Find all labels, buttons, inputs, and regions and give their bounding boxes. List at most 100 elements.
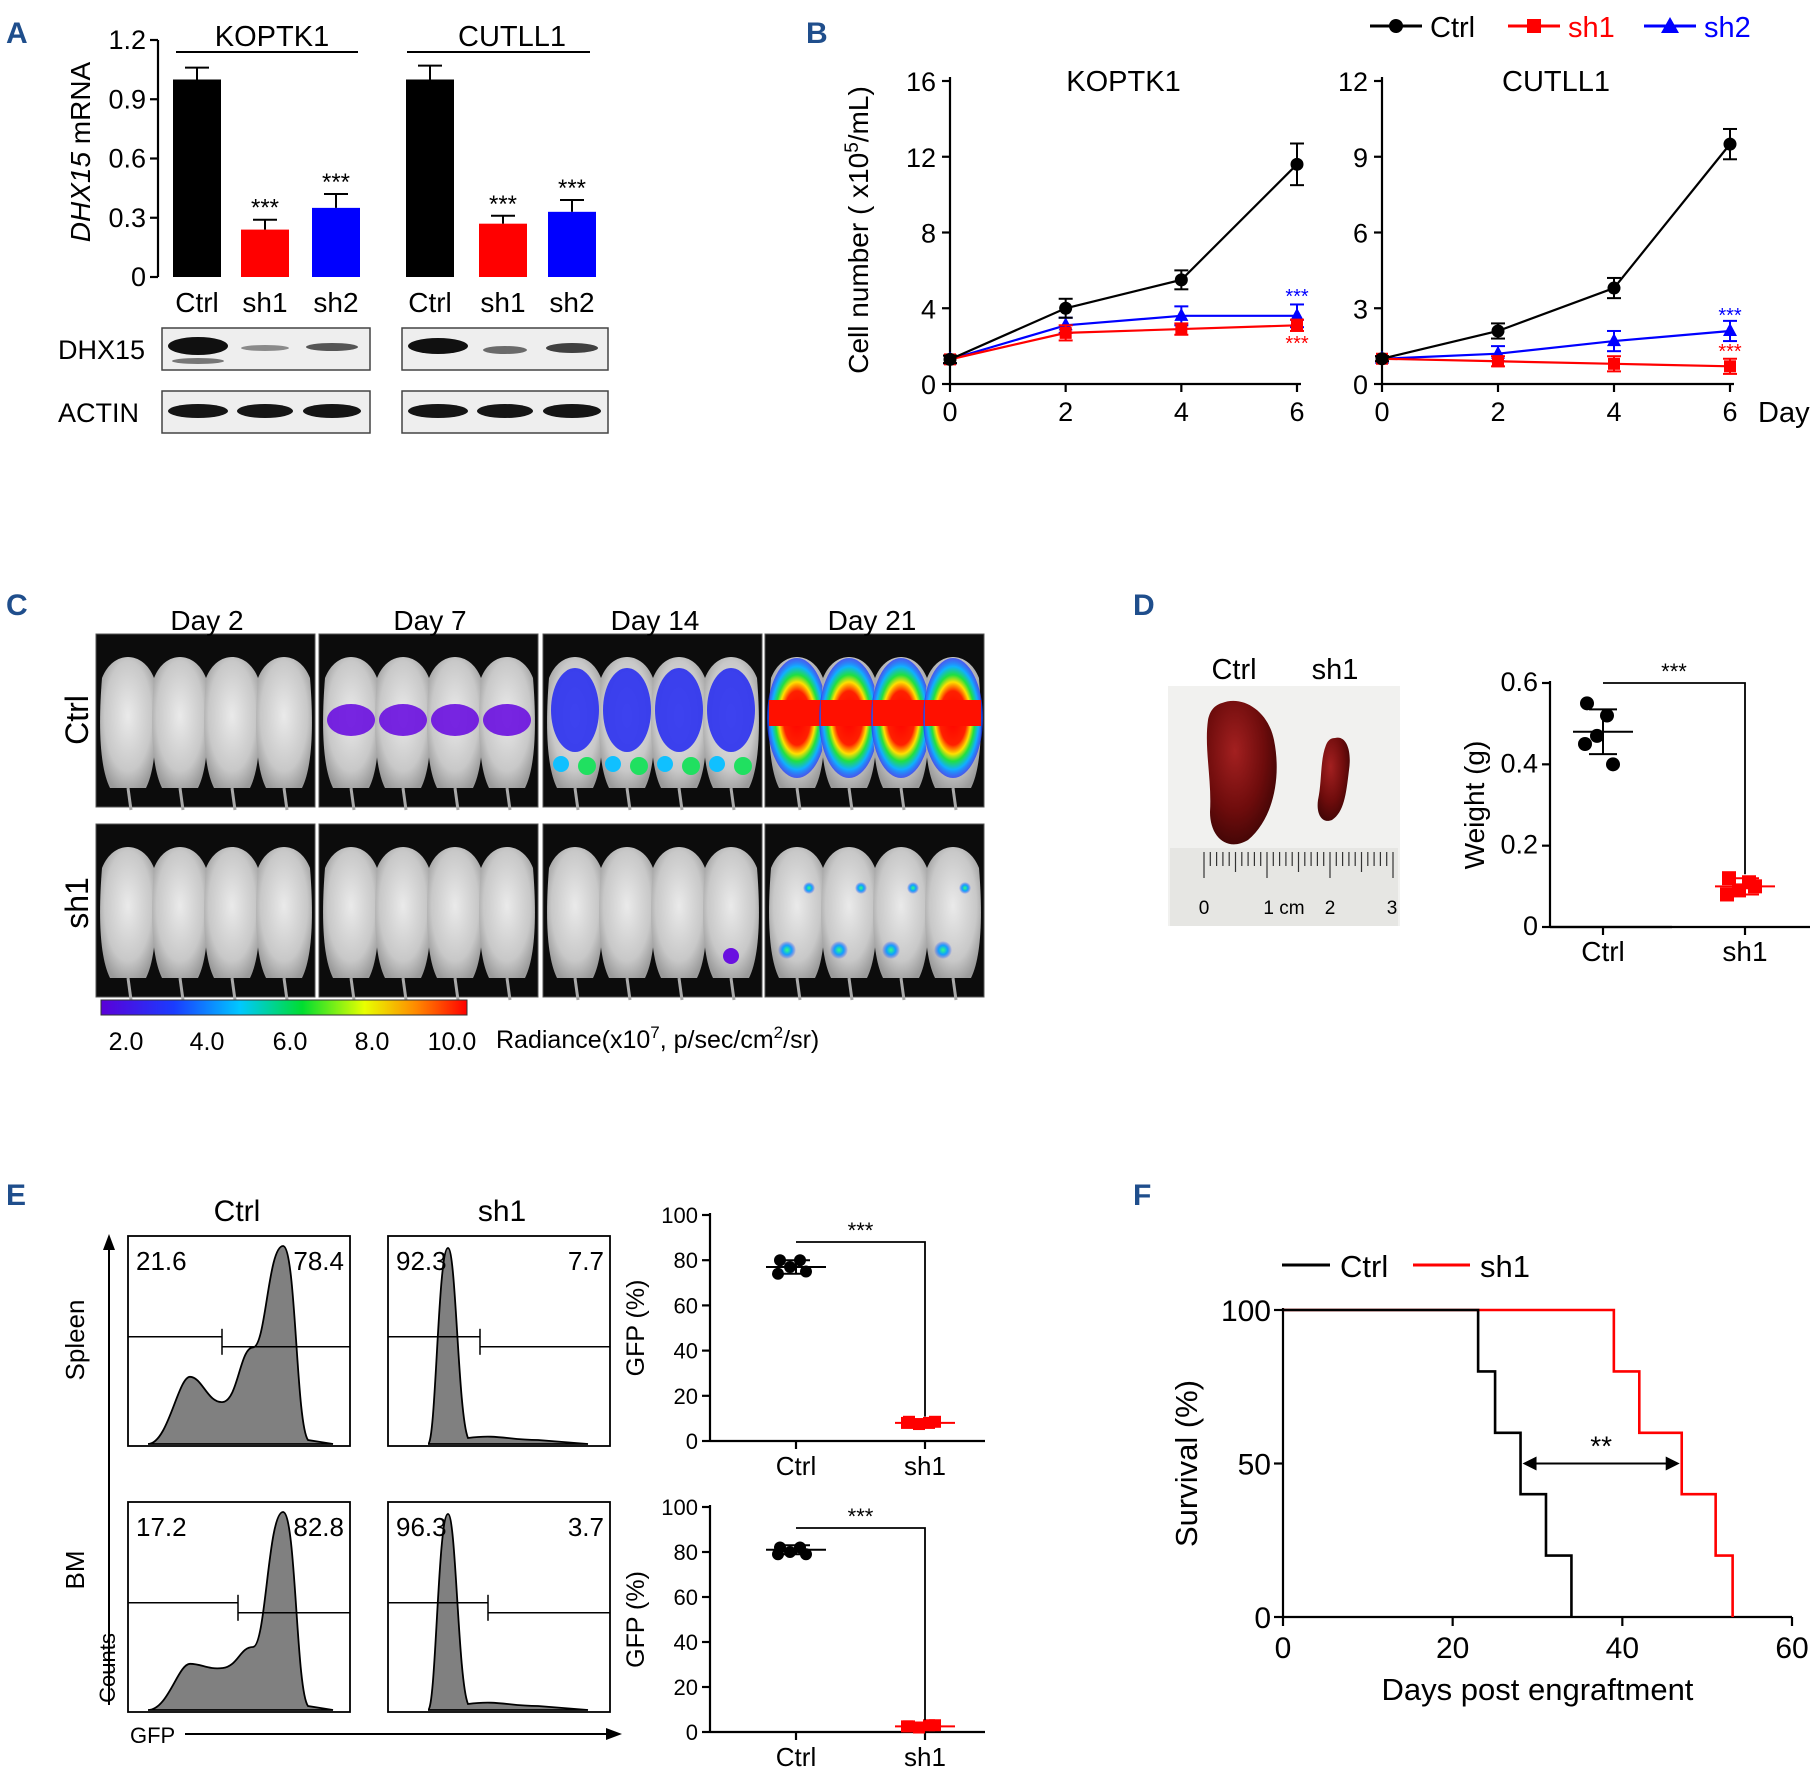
survival-line-sh1 — [1283, 1308, 1734, 1617]
signal-core — [821, 700, 877, 726]
panel-c: Ctrl sh1 Day 2 Day 7 Day 14 Day 21 2.0 4… — [59, 605, 985, 1056]
spleen-sh1 — [1317, 737, 1350, 821]
signal-blob — [327, 704, 375, 736]
series-line-sh2 — [949, 314, 1297, 361]
y-tick-label: 100 — [661, 1203, 698, 1228]
y-tick-label: 4 — [921, 294, 936, 324]
flow-plot-frame — [387, 1235, 611, 1447]
chart-title: CUTLL1 — [1502, 66, 1610, 98]
y-tick-label: 0 — [1523, 911, 1538, 941]
y-tick-label: 0.6 — [1500, 667, 1538, 697]
data-point-ctrl — [943, 352, 957, 366]
mouse-tail — [505, 977, 512, 1001]
x-tick-label: Ctrl — [776, 1742, 816, 1772]
y-tick-label: 80 — [674, 1540, 698, 1565]
signal-spot — [830, 941, 848, 959]
data-point-sh1 — [1748, 879, 1762, 894]
growth-chart-koptk1: 0 4 8 12 16 0 2 4 6 KOPTK1 *** *** — [906, 66, 1309, 427]
ruler-ticks — [1203, 852, 1394, 878]
mouse-tail — [625, 977, 632, 1001]
x-tick-label: 0 — [1275, 1632, 1292, 1665]
y-tick-label: 40 — [674, 1630, 698, 1655]
data-point-ctrl — [1491, 324, 1505, 338]
mouse-tail — [282, 977, 289, 1001]
y-tick-label: 0.3 — [108, 203, 146, 233]
legend-ctrl-marker — [1389, 19, 1403, 33]
western-blot-dhx15-koptk1 — [161, 327, 371, 371]
x-tick-label: sh2 — [313, 287, 358, 318]
mouse — [925, 847, 981, 978]
signal-spot — [934, 941, 952, 959]
growth-chart-cutll1: 0 3 6 9 12 0 2 4 6 CUTLL1 *** *** — [1338, 66, 1742, 427]
counts-axis-label: Counts — [95, 1633, 120, 1703]
x-tick-label: 0 — [942, 397, 957, 427]
mouse-tail — [282, 787, 289, 811]
flow-histogram — [147, 1511, 334, 1711]
row-label-ctrl: Ctrl — [59, 695, 95, 745]
signal-core — [769, 700, 825, 726]
x-tick-label: Ctrl — [175, 287, 219, 318]
data-point-sh1 — [929, 1719, 941, 1732]
data-point-sh2 — [1174, 307, 1189, 321]
mouse-tail — [349, 977, 356, 1001]
western-blot-actin-cutll1 — [401, 390, 609, 434]
x-tick-label: Ctrl — [408, 287, 452, 318]
y-tick-label: 12 — [906, 143, 936, 173]
mouse-tail — [847, 977, 854, 1001]
data-point-sh1 — [1720, 887, 1734, 902]
flow-col-label-ctrl: Ctrl — [214, 1195, 261, 1228]
mouse — [427, 847, 483, 978]
day-label-14: Day 14 — [611, 605, 700, 636]
significance-label: *** — [848, 1218, 874, 1243]
survival-chart: 0 50 100 0 20 40 60 Days post engraftment Surviv… — [1169, 1295, 1809, 1707]
bar-sh1 — [479, 223, 527, 277]
mouse — [599, 847, 655, 978]
gfp-axis-label: GFP — [130, 1723, 175, 1748]
data-point-sh1 — [1608, 357, 1620, 370]
photo-label-sh1: sh1 — [1312, 654, 1359, 686]
ruler-label: 1 cm — [1263, 898, 1304, 919]
data-point-ctrl — [772, 1267, 784, 1280]
gate-percent-negative: 17.2 — [136, 1512, 187, 1542]
panel-label-b: B — [806, 17, 828, 50]
x-tick-label: 0 — [1374, 397, 1389, 427]
y-tick-label: 0 — [1353, 370, 1368, 400]
y-tick-label: 50 — [1238, 1449, 1271, 1482]
significance-label: *** — [1718, 305, 1742, 327]
legend-sh2-label: sh2 — [1704, 12, 1751, 44]
day-label-7: Day 7 — [393, 605, 466, 636]
data-point-ctrl — [1600, 708, 1614, 723]
flow-plot-frame — [387, 1501, 611, 1713]
signal-spot — [553, 756, 569, 772]
bar-sh1 — [241, 229, 289, 277]
gate-percent-positive: 3.7 — [568, 1512, 604, 1542]
y-tick-label: 0 — [686, 1720, 698, 1745]
panel-d: Ctrl sh1 0 1 cm 2 3 0 0.2 0.4 0.6 Ctrl sh1 ***… — [1168, 654, 1810, 967]
colorbar-tick: 8.0 — [355, 1028, 390, 1056]
data-point-sh1 — [901, 1720, 913, 1733]
x-tick-label: Ctrl — [1581, 936, 1625, 967]
data-point-sh2 — [1607, 333, 1621, 347]
mouse-tail — [230, 787, 237, 811]
mouse — [100, 657, 156, 788]
data-point-sh1 — [901, 1416, 913, 1429]
y-tick-label: 0.6 — [108, 144, 146, 174]
mouse — [547, 847, 603, 978]
y-tick-label: 0 — [131, 262, 146, 292]
data-point-ctrl — [1590, 728, 1604, 743]
mouse-tail — [453, 977, 460, 1001]
mouse — [821, 847, 877, 978]
signal-blob — [655, 668, 703, 752]
colorbar-tick: 4.0 — [190, 1028, 225, 1056]
mouse — [769, 847, 825, 978]
panel-label-c: C — [6, 589, 28, 622]
y-tick-label: 0.2 — [1500, 830, 1538, 860]
x-tick-label: sh1 — [904, 1451, 946, 1481]
y-tick-label: 9 — [1353, 143, 1368, 173]
blot-label-dhx15: DHX15 — [58, 335, 145, 365]
data-point-sh1 — [1732, 883, 1746, 898]
signal-spot — [803, 882, 815, 894]
mouse-tail — [178, 977, 185, 1001]
mouse — [100, 847, 156, 978]
y-tick-label: 0.4 — [1500, 748, 1538, 778]
